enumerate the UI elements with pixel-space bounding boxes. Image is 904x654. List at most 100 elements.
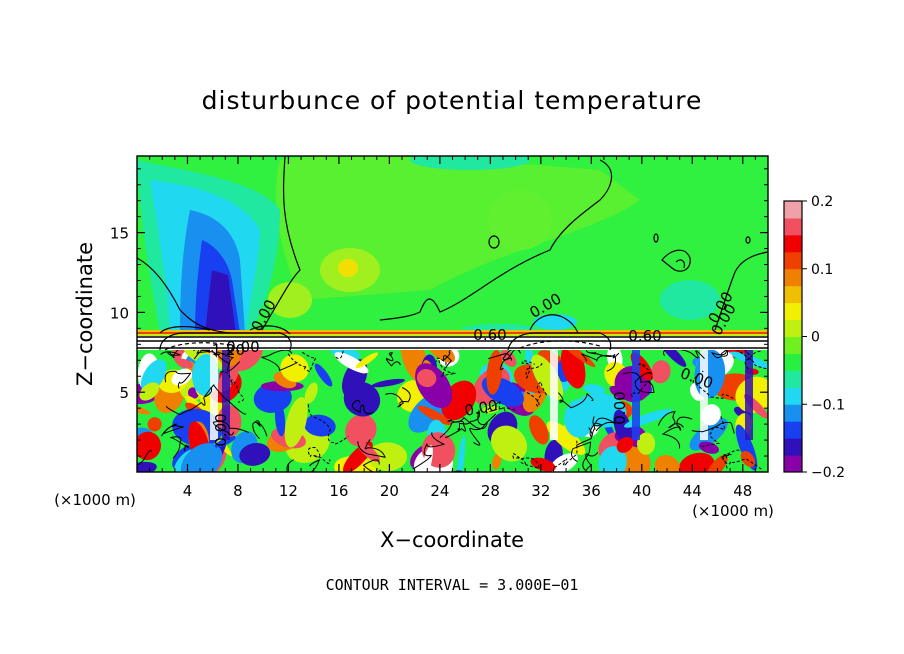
colorbar-tick-label: 0 [811,330,820,346]
field-blob [529,415,549,445]
contour-line [226,350,234,355]
x-tick-label: 24 [430,482,449,500]
contour-line [581,353,617,372]
contour-line [412,432,446,470]
contour-line [160,350,182,358]
field-blob [427,350,456,363]
colorbar-swatch [784,268,802,287]
y-tick-label: 5 [119,384,129,402]
contour-label: 0.60 [473,326,506,344]
x-tick-label: 28 [481,482,500,500]
field-blob [698,441,720,454]
chart-title: disturbunce of potential temperature [201,86,703,115]
contour-label: 0.00 [611,391,629,424]
y-axis: 5 10 15 [110,168,768,457]
field-blob [740,450,756,468]
contour-line [212,420,250,436]
field-blob [355,352,379,369]
contour-line [710,350,729,359]
contour-lines [137,156,768,351]
field-streak [632,350,640,440]
contour-line [662,350,705,359]
field-blob [492,453,502,470]
field-blob [706,454,728,472]
field-blob [139,382,160,401]
x-tick-label: 32 [531,482,550,500]
contour-line [357,439,386,458]
field-blob [274,401,286,437]
contour-line [286,459,321,472]
colorbar-tick-label: 0.1 [811,262,833,278]
colorbar-swatch [784,353,802,371]
contour-line [485,400,515,414]
field-blob [417,405,452,426]
heatmap-field [137,156,768,472]
x-tick-label: 20 [380,482,399,500]
colorbar-swatch [784,438,802,456]
contour-line [220,371,245,403]
field-blob [651,360,671,384]
x-tick-label: 44 [683,482,702,500]
field-blob [371,378,405,388]
colorbar-swatch [784,251,802,270]
contour-label: −1.20 [199,341,245,359]
field-blob [660,350,687,367]
contour-line [502,350,522,361]
colorbar-swatch [784,319,802,337]
field-blob [303,414,336,437]
y-tick-label: 15 [110,225,129,243]
field-blob [137,461,157,472]
contour-line [719,449,740,459]
contour-line [576,416,603,446]
field-blob [314,363,333,387]
field-blob [609,385,629,400]
contour-line [385,387,411,408]
contour-line [166,397,206,416]
field-streak [700,350,708,440]
field-blob [304,382,318,404]
contour-line [164,370,192,389]
field-blob [177,358,193,369]
field-blob [280,354,309,382]
field-blob [334,456,378,472]
field-blob [616,436,634,453]
lower-contour-lines [137,350,768,472]
field-streak [745,350,753,440]
contour-line [586,350,620,359]
field-blob [416,368,437,388]
contour-line [307,447,331,464]
contour-line [692,370,734,399]
field-blob [345,414,377,447]
contour-line [571,441,592,471]
contour-line [261,350,298,372]
contour-line [170,436,190,459]
contour-line [553,440,578,468]
x-tick-label: 4 [183,482,193,500]
contour-line [351,399,374,415]
contour-line [487,352,513,371]
y-tick-label: 10 [110,304,129,322]
contour-line [287,351,317,373]
y-axis-label: Z−coordinate [73,242,97,386]
contour-label: 0.00 [463,396,499,420]
contour-line [630,363,653,398]
field-blob [654,454,680,472]
colorbar-tick-label: −0.1 [811,397,845,413]
field-blob [239,442,271,466]
colorbar-swatch [784,302,802,321]
contour-line [439,420,466,439]
field-blob [284,397,308,448]
colorbar-swatch [784,421,802,439]
contour-line [443,350,453,368]
field-blob [421,445,433,472]
contour-line [447,416,488,430]
contour-line [202,384,247,415]
contour-line [362,459,381,472]
colorbar-swatch [784,217,802,236]
contour-line [216,350,241,372]
colorbar-tick-label: −0.2 [811,465,845,481]
colorbar-swatch [784,285,802,304]
x-tick-label: 8 [233,482,243,500]
x-tick-label: 40 [632,482,651,500]
